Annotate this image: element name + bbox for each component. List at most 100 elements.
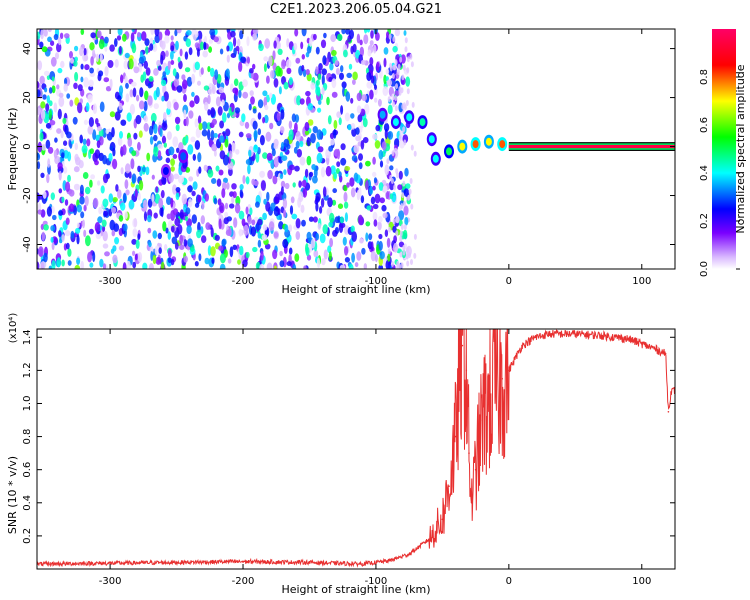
spectral-blob: [218, 218, 222, 230]
spectral-blob: [112, 254, 118, 264]
spectral-blob: [164, 29, 171, 37]
colorbar-tick-label: 0.6: [699, 117, 710, 133]
spectral-blob: [379, 160, 384, 168]
x-axis-label: Height of straight line (km): [281, 583, 430, 596]
spectral-blob: [191, 73, 196, 84]
spectral-blob: [37, 261, 40, 269]
spectral-blob: [147, 227, 152, 234]
spectral-blob: [248, 103, 252, 111]
spectral-blob: [301, 64, 305, 72]
spectral-blob: [185, 135, 189, 144]
spectral-blob: [39, 41, 44, 49]
spectral-blob: [43, 224, 49, 231]
spectral-blob: [290, 196, 295, 204]
spectral-blob: [335, 67, 340, 75]
spectral-blob: [309, 37, 313, 47]
spectral-blob: [69, 203, 75, 212]
spectral-blob: [363, 263, 367, 269]
ridge-point-core: [459, 142, 466, 151]
spectral-blob: [79, 184, 84, 195]
spectral-blob: [53, 102, 58, 113]
spectral-blob: [350, 97, 354, 104]
y-tick-label: 1.4: [22, 329, 33, 345]
spectral-blob: [357, 214, 363, 226]
spectral-blob: [171, 236, 178, 245]
spectral-blob: [51, 241, 55, 251]
spectral-blob: [218, 245, 224, 251]
spectral-blob: [394, 105, 398, 112]
spectral-blob: [308, 216, 314, 222]
spectral-blob: [252, 63, 256, 70]
spectral-blob: [41, 46, 48, 53]
spectral-blob: [50, 192, 55, 201]
spectral-blob: [149, 125, 154, 136]
spectral-blob: [281, 155, 288, 162]
spectral-blob: [358, 153, 363, 161]
spectral-blob: [87, 125, 94, 135]
spectral-blob: [51, 85, 56, 94]
spectral-blob: [266, 75, 270, 84]
spectral-blob: [315, 66, 319, 75]
spectral-blob: [223, 217, 229, 225]
spectral-blob: [173, 101, 179, 111]
spectral-blob: [348, 263, 354, 269]
spectral-blob: [392, 225, 397, 233]
spectral-blob: [378, 182, 384, 191]
spectral-blob: [120, 119, 127, 126]
spectral-blob: [234, 202, 241, 214]
spectral-blob: [97, 126, 102, 132]
spectral-blob: [197, 221, 201, 233]
spectral-blob: [102, 243, 109, 249]
spectral-blob: [85, 235, 91, 247]
spectral-blob: [301, 29, 307, 37]
spectral-blob: [322, 186, 327, 197]
spectral-blob: [212, 84, 216, 95]
y-tick-label: 1.2: [22, 362, 33, 378]
spectral-blob: [80, 76, 84, 83]
spectral-blob: [292, 182, 296, 188]
spectral-blob: [211, 143, 218, 152]
spectral-blob: [137, 233, 141, 241]
snr-point: [461, 344, 464, 347]
spectral-blob: [158, 31, 163, 41]
spectral-blob: [94, 160, 99, 166]
snr-series-line: [37, 329, 675, 568]
spectral-blob: [132, 261, 137, 269]
spectral-blob: [69, 99, 74, 107]
spectral-blob: [384, 164, 390, 176]
spectral-blob: [262, 117, 266, 124]
snr-point: [468, 452, 470, 454]
spectral-blob: [410, 259, 413, 265]
spectral-blob: [281, 59, 286, 70]
spectral-blob: [58, 210, 64, 216]
spectral-blob: [66, 131, 72, 139]
spectral-blob: [389, 62, 393, 69]
spectral-blob: [251, 219, 256, 226]
plot-frame: [36, 328, 676, 570]
y-tick-label: 0.8: [22, 429, 33, 445]
spectral-blob: [131, 238, 137, 245]
spectral-blob: [118, 85, 124, 96]
spectral-blob: [372, 156, 376, 165]
spectral-blob: [80, 211, 85, 219]
spectral-blob: [174, 116, 181, 125]
x-tick-label: 100: [632, 576, 651, 587]
spectral-blob: [208, 82, 213, 90]
spectral-blob: [219, 202, 225, 214]
spectral-blob: [358, 162, 363, 170]
spectral-blob: [401, 192, 405, 199]
spectral-blob: [46, 173, 50, 184]
spectral-blob: [67, 248, 72, 257]
spectral-blob: [258, 43, 264, 52]
spectral-blob: [98, 70, 104, 77]
spectral-blob: [56, 84, 60, 90]
spectral-blob: [48, 87, 53, 94]
spectral-blob: [393, 184, 397, 191]
spectral-blob: [170, 35, 174, 41]
spectral-blob: [312, 175, 318, 184]
spectral-blob: [175, 40, 179, 51]
spectral-blob: [109, 44, 115, 52]
spectral-blob: [129, 89, 134, 98]
spectral-blob: [320, 198, 325, 208]
